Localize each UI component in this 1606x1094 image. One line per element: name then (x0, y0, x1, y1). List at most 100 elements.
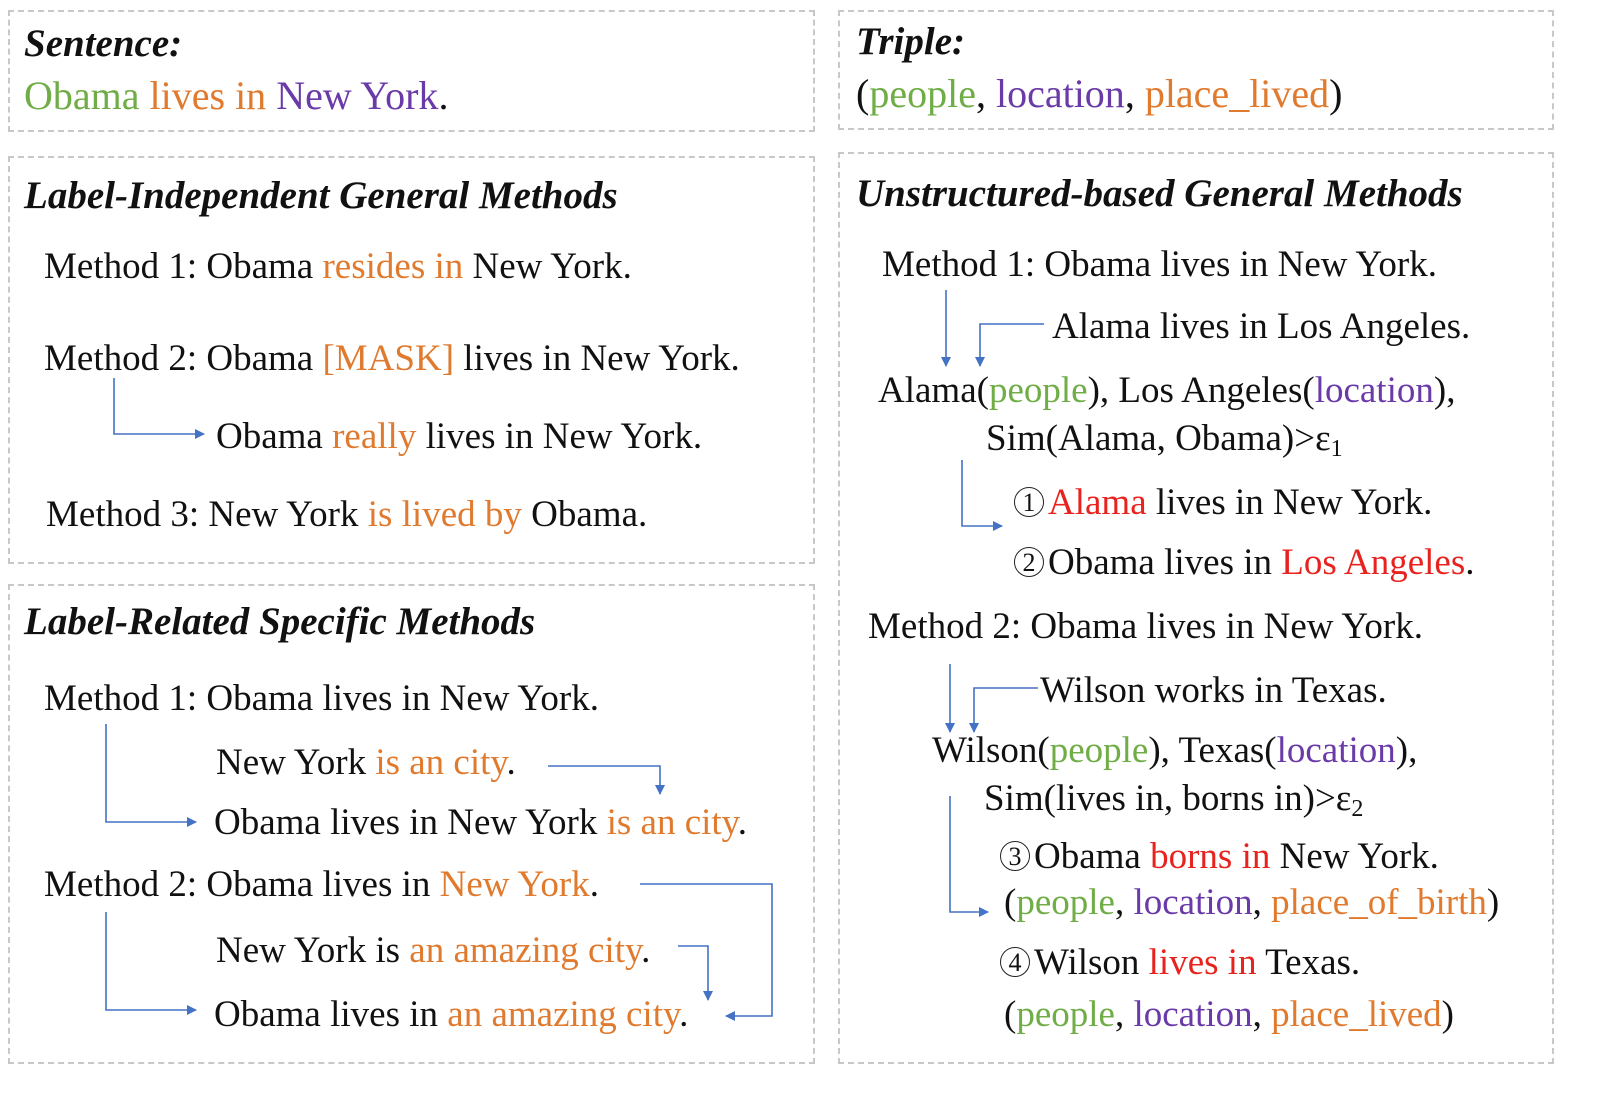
li-m1-suffix: New York. (463, 246, 632, 287)
sentence-heading: Sentence: (24, 22, 183, 65)
li-m2-suffix: lives in New York. (454, 338, 740, 379)
arrow-ub-m1-aux (975, 323, 1044, 367)
lr-method-1-aux: New York is an city. (216, 744, 516, 781)
paren-close: ) (1441, 994, 1454, 1035)
arrow-ub-m1-result (961, 460, 1003, 531)
lr-m1a-suffix: . (506, 742, 516, 783)
label-related-panel (8, 584, 815, 1064)
circled-number: 2 (1014, 547, 1044, 577)
triple-text: (people, location, place_lived) (856, 74, 1343, 114)
li-method-2-result: Obama really lives in New York. (216, 418, 702, 455)
arrow-lr-m2-aux (678, 945, 713, 1001)
lr-m2-prefix: Method 2: Obama lives in (44, 864, 440, 905)
li-method-3: Method 3: New York is lived by Obama. (46, 496, 647, 533)
lr-m2a-prefix: New York is (216, 930, 410, 971)
arrow-lr-m1-aux (548, 765, 665, 795)
ub-r2-suffix: . (1465, 542, 1475, 583)
ub-result-3: 3 Obama borns in New York. (1000, 838, 1439, 875)
ub-r4-replaced: lives in (1148, 942, 1257, 983)
triple-panel (838, 10, 1554, 130)
ub-method-1-aux: Alama lives in Los Angeles. (1052, 306, 1471, 347)
comma: , (1124, 71, 1145, 116)
label-related-heading: Label-Related Specific Methods (24, 600, 536, 643)
lr-method-1-result: Obama lives in New York is an city. (214, 804, 747, 841)
lr-method-2: Method 2: Obama lives in New York. (44, 866, 599, 903)
lr-m2-suffix: . (589, 864, 599, 905)
li-m3-changed: is lived by (367, 494, 522, 535)
label-independent-panel (8, 156, 815, 564)
ub-result-2: 2 Obama lives in Los Angeles. (1014, 544, 1474, 581)
triple-heading: Triple: (856, 20, 966, 63)
lr-m2r-prefix: Obama lives in (214, 994, 448, 1035)
circled-number: 3 (1000, 841, 1030, 871)
unstructured-panel (838, 152, 1554, 1064)
comma: , (975, 71, 996, 116)
ub-method-2-entities: Wilson(people), Texas(location), (932, 732, 1417, 769)
li-m1-prefix: Method 1: Obama (44, 246, 323, 287)
arrow-ub-m2-result (949, 796, 989, 917)
lr-m1r-suffix: . (737, 802, 748, 843)
triple-tail-type: location (995, 71, 1125, 116)
r4-relation: place_lived (1271, 994, 1442, 1035)
ub-r3-prefix: Obama (1034, 836, 1151, 877)
paren-close: ) (1329, 71, 1343, 116)
li-m2-prefix: Method 2: Obama (44, 338, 323, 379)
ub-m1e-people: people (988, 370, 1088, 411)
ub-m2e-people: people (1049, 730, 1149, 771)
li-m2r-prefix: Obama (216, 416, 333, 457)
lr-m1r-prefix: Obama lives in New York (214, 802, 607, 843)
li-m3-suffix: Obama. (521, 494, 648, 535)
ub-result-1: 1 Alama lives in New York. (1014, 484, 1432, 521)
paren-close: ) (1486, 882, 1500, 923)
ub-r2-prefix: Obama lives in (1048, 542, 1282, 583)
arrow-li-m2 (113, 378, 205, 439)
r4-head-type: people (1016, 994, 1115, 1035)
lr-m2a-phrase: an amazing city (409, 930, 642, 971)
lr-m1a-phrase: is an city (375, 742, 507, 783)
label-independent-heading: Label-Independent General Methods (24, 174, 618, 217)
li-method-1: Method 1: Obama resides in New York. (44, 248, 632, 285)
ub-m1e-location: location (1314, 370, 1434, 411)
li-m2r-suffix: lives in New York. (416, 416, 703, 457)
li-method-2: Method 2: Obama [MASK] lives in New York… (44, 340, 740, 377)
circled-number: 1 (1014, 487, 1044, 517)
lr-m2r-phrase: an amazing city (447, 994, 680, 1035)
li-m3-prefix: Method 3: New York (46, 494, 368, 535)
ub-m2e-location: location (1276, 730, 1396, 771)
unstructured-heading: Unstructured-based General Methods (856, 172, 1463, 215)
ub-result-4: 4 Wilson lives in Texas. (1000, 944, 1360, 981)
sentence-tail-entity: New York (276, 73, 439, 118)
r3-head-type: people (1016, 882, 1115, 923)
lr-method-2-result: Obama lives in an amazing city. (214, 996, 688, 1033)
ub-r1-replaced: Alama (1048, 482, 1147, 523)
ub-m2e-b: ), Texas( (1148, 730, 1277, 771)
ub-r4-suffix: Texas. (1256, 942, 1361, 983)
ub-method-2-aux: Wilson works in Texas. (1040, 670, 1387, 711)
li-m1-changed: resides in (322, 246, 464, 287)
circled-number: 4 (1000, 947, 1030, 977)
ub-m1-sim-sub: 1 (1330, 436, 1343, 462)
ub-m2-sim-sub: 2 (1351, 796, 1364, 822)
comma: , (1114, 994, 1134, 1035)
sentence-text: Obama lives in New York. (24, 76, 448, 116)
ub-method-2: Method 2: Obama lives in New York. (868, 606, 1423, 647)
lr-method-2-aux: New York is an amazing city. (216, 932, 650, 969)
sentence-head-entity: Obama (24, 73, 140, 118)
ub-r1-suffix: lives in New York. (1146, 482, 1433, 523)
ub-r3-suffix: New York. (1270, 836, 1439, 877)
ub-r3-replaced: borns in (1150, 836, 1271, 877)
comma: , (1252, 882, 1272, 923)
ub-r4-prefix: Wilson (1034, 942, 1149, 983)
triple-head-type: people (869, 71, 976, 116)
ub-r2-replaced: Los Angeles (1281, 542, 1466, 583)
comma: , (1114, 882, 1134, 923)
paren-open: ( (1004, 994, 1017, 1035)
arrow-lr-m1-source (105, 724, 197, 827)
r3-tail-type: location (1133, 882, 1253, 923)
triple-relation: place_lived (1144, 71, 1330, 116)
r3-relation: place_of_birth (1271, 882, 1487, 923)
lr-m2r-suffix: . (679, 994, 689, 1035)
li-m2r-filled: really (332, 416, 417, 457)
ub-result-4-triple: (people, location, place_lived) (1004, 996, 1454, 1033)
